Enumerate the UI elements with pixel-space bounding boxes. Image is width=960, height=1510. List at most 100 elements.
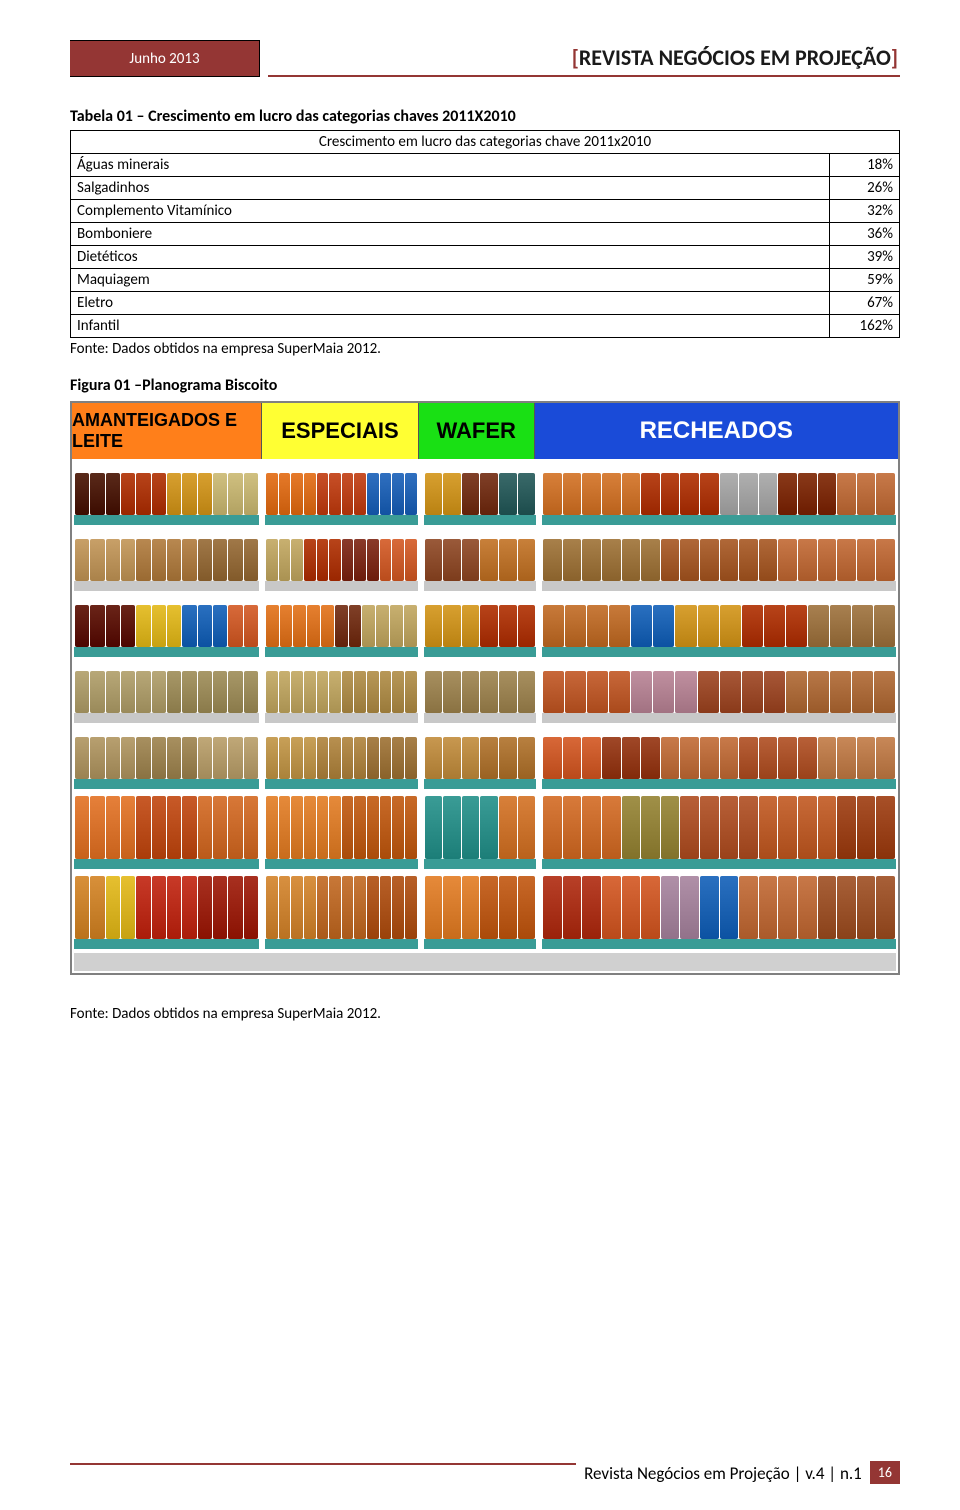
product-item: [167, 876, 181, 939]
product-item: [167, 473, 181, 515]
shelf-column: [265, 659, 418, 723]
product-item: [152, 876, 166, 939]
product-item: [121, 473, 135, 515]
product-item: [392, 671, 404, 713]
product-item: [380, 737, 392, 779]
shelf-row: [74, 871, 896, 949]
row-label: Salgadinhos: [71, 177, 830, 200]
planogram-labels: AMANTEIGADOS E LEITEESPECIAISWAFERRECHEA…: [72, 403, 898, 459]
category-label: RECHEADOS: [535, 403, 898, 459]
table-row: Complemento Vitamínico32%: [71, 200, 900, 223]
product-item: [405, 539, 417, 581]
product-item: [837, 539, 856, 581]
product-item: [764, 605, 785, 647]
product-item: [653, 605, 674, 647]
product-item: [317, 473, 329, 515]
product-item: [798, 737, 817, 779]
table-row: Águas minerais18%: [71, 154, 900, 177]
figure-source: Fonte: Dados obtidos na empresa SuperMai…: [70, 1005, 900, 1023]
product-item: [742, 605, 763, 647]
shelf-row: [74, 659, 896, 723]
product-item: [425, 605, 443, 647]
product-item: [213, 737, 227, 779]
product-item: [182, 876, 196, 939]
product-item: [720, 671, 741, 713]
shelf-row: [74, 593, 896, 657]
product-item: [198, 876, 212, 939]
product-item: [376, 605, 389, 647]
product-item: [739, 539, 758, 581]
shelf-column: [74, 791, 259, 869]
product-item: [75, 796, 89, 859]
shelf-column: [542, 725, 896, 789]
product-item: [602, 737, 621, 779]
product-item: [462, 671, 480, 713]
product-item: [582, 473, 601, 515]
product-item: [392, 876, 404, 939]
product-item: [106, 876, 120, 939]
header: Junho 2013 [REVISTA NEGÓCIOS EM PROJEÇÃO…: [70, 40, 900, 77]
product-item: [876, 876, 895, 939]
product-item: [244, 796, 258, 859]
product-item: [778, 796, 797, 859]
product-item: [106, 539, 120, 581]
product-item: [280, 605, 293, 647]
product-item: [480, 671, 498, 713]
product-item: [266, 671, 278, 713]
shelf-column: [424, 791, 537, 869]
shelf-bar: [74, 515, 259, 525]
header-date: Junho 2013: [70, 40, 260, 77]
shelf-column: [424, 461, 537, 525]
product-item: [304, 473, 316, 515]
shelf-bar: [74, 779, 259, 789]
product-item: [167, 796, 181, 859]
product-item: [480, 473, 498, 515]
product-item: [499, 473, 517, 515]
row-value: 59%: [830, 269, 900, 292]
product-item: [425, 737, 443, 779]
product-item: [392, 737, 404, 779]
product-item: [342, 876, 354, 939]
product-item: [778, 876, 797, 939]
product-item: [443, 539, 461, 581]
row-label: Maquiagem: [71, 269, 830, 292]
product-item: [830, 671, 851, 713]
product-item: [818, 737, 837, 779]
product-item: [462, 796, 480, 859]
product-item: [136, 473, 150, 515]
product-item: [565, 671, 586, 713]
product-item: [759, 737, 778, 779]
row-value: 36%: [830, 223, 900, 246]
product-item: [631, 671, 652, 713]
product-item: [152, 473, 166, 515]
row-label: Águas minerais: [71, 154, 830, 177]
product-item: [857, 737, 876, 779]
product-item: [279, 876, 291, 939]
product-item: [720, 737, 739, 779]
product-item: [462, 737, 480, 779]
product-item: [518, 671, 536, 713]
product-item: [518, 539, 536, 581]
product-item: [609, 671, 630, 713]
product-item: [329, 796, 341, 859]
product-item: [543, 796, 562, 859]
product-item: [818, 796, 837, 859]
product-item: [720, 539, 739, 581]
shelf-column: [424, 871, 537, 949]
product-item: [641, 473, 660, 515]
product-item: [425, 473, 443, 515]
category-label: ESPECIAIS: [262, 403, 419, 459]
product-item: [380, 473, 392, 515]
product-item: [852, 671, 873, 713]
product-item: [380, 876, 392, 939]
product-item: [182, 671, 196, 713]
product-item: [661, 737, 680, 779]
product-item: [329, 539, 341, 581]
journal-name: REVISTA NEGÓCIOS EM PROJEÇÃO: [579, 44, 891, 71]
row-value: 162%: [830, 315, 900, 338]
product-item: [543, 539, 562, 581]
product-item: [425, 876, 443, 939]
product-item: [75, 671, 89, 713]
product-item: [90, 876, 104, 939]
shelf-column: [74, 725, 259, 789]
